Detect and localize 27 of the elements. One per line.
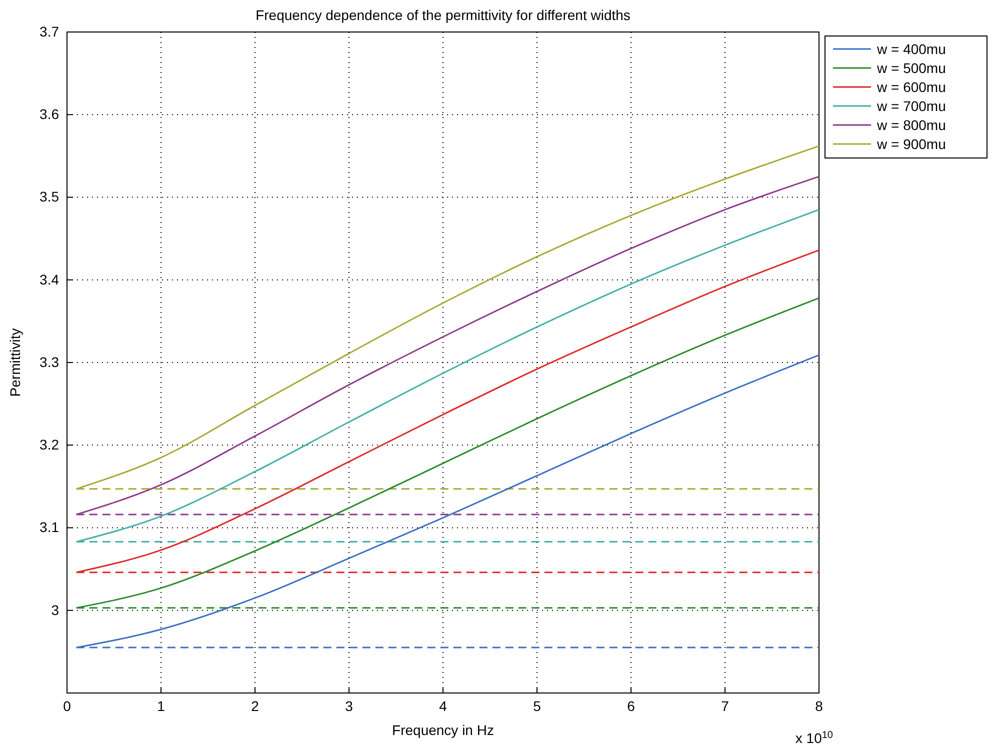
legend-label: w = 400mu <box>876 41 946 57</box>
x-tick-label: 1 <box>157 698 166 714</box>
y-tick-label: 3.6 <box>40 106 60 122</box>
chart-title: Frequency dependence of the permittivity for different widths <box>256 7 630 23</box>
y-tick-label: 3 <box>51 602 60 618</box>
legend-label: w = 600mu <box>876 79 946 95</box>
x-tick-label: 5 <box>533 698 542 714</box>
legend-label: w = 900mu <box>876 136 946 152</box>
legend-label: w = 500mu <box>876 60 946 76</box>
x-tick-label: 6 <box>627 698 636 714</box>
x-tick-label: 8 <box>815 698 824 714</box>
x-tick-label: 2 <box>251 698 260 714</box>
legend-label: w = 700mu <box>876 98 946 114</box>
text: x 10$^{10}$ <box>795 730 834 746</box>
y-tick-label: 3.5 <box>40 188 60 205</box>
legend-label: w = 800mu <box>876 117 946 133</box>
x-tick-label: 3 <box>345 698 354 714</box>
x-axis-title: Frequency in Hz <box>392 722 494 738</box>
y-tick-label: 3.4 <box>40 271 60 288</box>
y-tick-label: 3.2 <box>40 436 60 453</box>
y-tick-label: 3.1 <box>40 519 60 536</box>
x-tick-label: 4 <box>439 698 448 714</box>
x-tick-label: 0 <box>63 698 72 714</box>
y-axis-title: Permittivity <box>7 328 23 397</box>
y-tick-label: 3.7 <box>40 23 60 40</box>
x-tick-label: 7 <box>721 698 730 714</box>
y-tick-label: 3.3 <box>40 354 60 370</box>
